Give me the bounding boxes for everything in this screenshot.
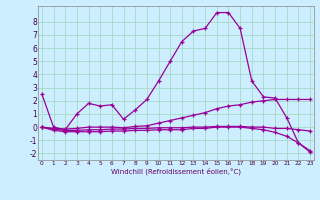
- X-axis label: Windchill (Refroidissement éolien,°C): Windchill (Refroidissement éolien,°C): [111, 168, 241, 175]
